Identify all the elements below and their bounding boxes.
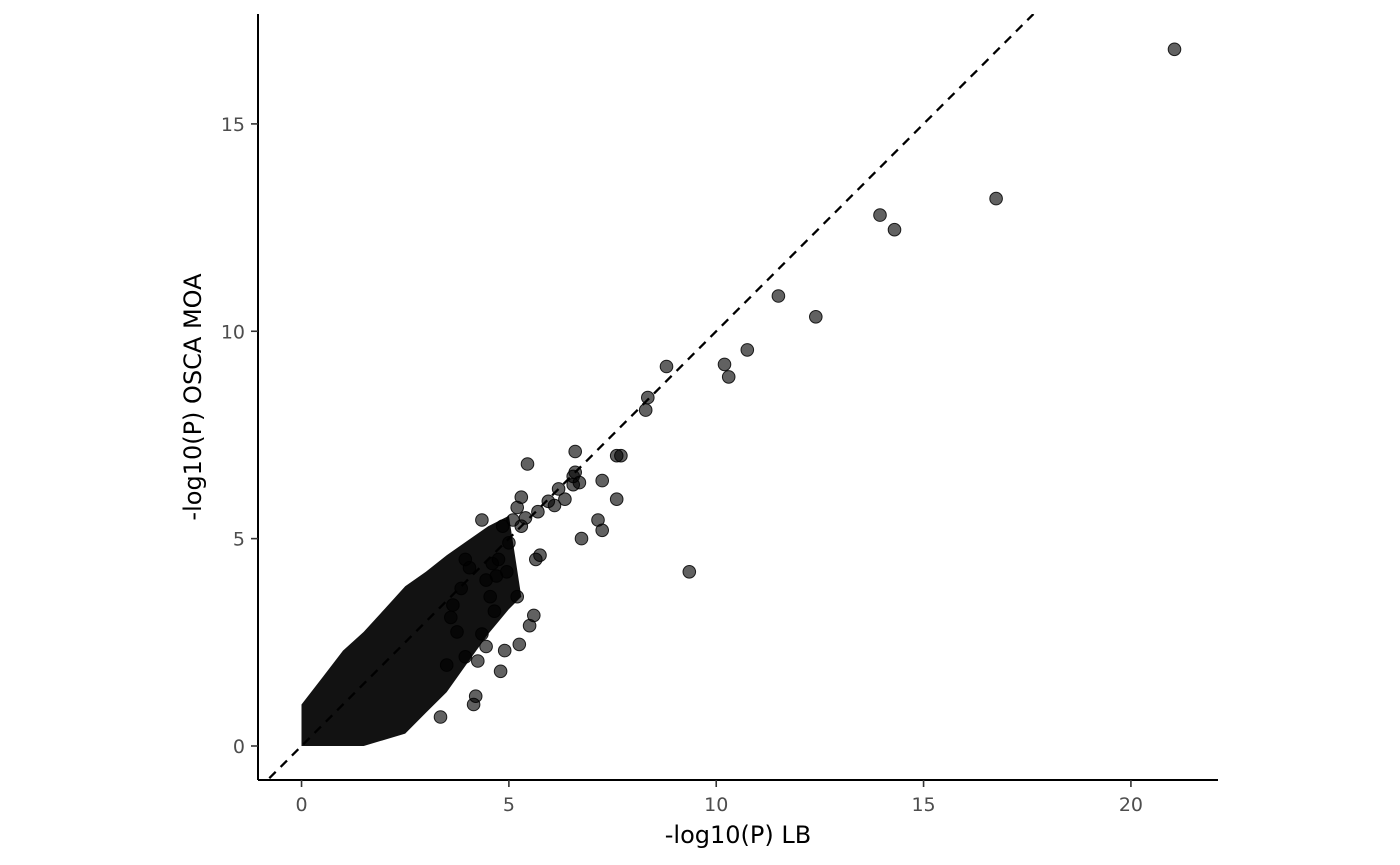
data-point bbox=[506, 513, 520, 527]
data-point bbox=[717, 357, 732, 372]
data-point bbox=[450, 625, 464, 639]
data-point bbox=[446, 598, 460, 612]
x-axis-ticks: 0 5 10 15 20 bbox=[295, 780, 1143, 816]
y-tick-label: 15 bbox=[221, 114, 245, 136]
data-point bbox=[497, 643, 512, 658]
data-point bbox=[512, 637, 527, 652]
data-point bbox=[873, 208, 887, 222]
y-tick-label: 0 bbox=[233, 736, 245, 758]
axes: 0 5 10 15 20 0 5 10 15 bbox=[221, 14, 1218, 816]
data-point bbox=[740, 343, 755, 357]
data-point bbox=[659, 359, 674, 374]
x-tick-label: 15 bbox=[911, 794, 935, 816]
data-point bbox=[609, 492, 624, 507]
y-tick-label: 5 bbox=[233, 529, 245, 551]
data-point bbox=[609, 448, 624, 463]
data-point bbox=[1167, 42, 1182, 57]
data-point bbox=[510, 500, 525, 515]
data-point bbox=[566, 469, 581, 484]
data-point bbox=[591, 513, 605, 527]
data-point bbox=[887, 222, 902, 237]
y-tick-label: 10 bbox=[221, 321, 245, 343]
data-point bbox=[771, 289, 786, 303]
data-point bbox=[721, 370, 736, 384]
plot-area bbox=[265, 14, 1182, 780]
data-point bbox=[531, 504, 545, 519]
data-point bbox=[558, 492, 572, 507]
y-axis-title: -log10(P) OSCA MOA bbox=[179, 273, 207, 521]
data-point bbox=[809, 310, 823, 324]
data-point bbox=[483, 589, 498, 604]
data-point bbox=[541, 494, 556, 509]
x-tick-label: 20 bbox=[1119, 794, 1143, 816]
x-axis-title: -log10(P) LB bbox=[665, 821, 811, 849]
identity-reference-line bbox=[265, 14, 1035, 780]
data-point bbox=[439, 658, 454, 672]
data-point bbox=[568, 444, 583, 459]
data-point bbox=[510, 589, 525, 604]
data-point bbox=[433, 710, 448, 724]
data-point bbox=[493, 664, 508, 679]
data-points bbox=[433, 42, 1182, 724]
data-point bbox=[444, 610, 458, 625]
data-point bbox=[471, 654, 485, 668]
point-cloud bbox=[301, 515, 522, 746]
data-point bbox=[485, 556, 500, 571]
data-point bbox=[574, 531, 589, 546]
x-tick-label: 10 bbox=[704, 794, 728, 816]
data-point bbox=[458, 650, 473, 664]
data-point bbox=[487, 604, 502, 619]
data-point bbox=[638, 403, 653, 417]
data-point bbox=[458, 552, 473, 567]
data-point bbox=[466, 697, 481, 712]
data-point bbox=[502, 536, 516, 550]
y-axis-ticks: 0 5 10 15 bbox=[221, 114, 258, 758]
x-tick-label: 0 bbox=[295, 794, 307, 816]
data-point bbox=[479, 573, 493, 587]
data-point bbox=[475, 513, 489, 527]
data-point bbox=[522, 618, 537, 633]
data-point bbox=[454, 581, 469, 596]
data-point bbox=[529, 552, 543, 567]
data-point bbox=[641, 390, 655, 405]
data-point bbox=[495, 519, 510, 534]
data-point bbox=[682, 565, 697, 579]
data-point bbox=[595, 473, 610, 488]
data-point bbox=[989, 191, 1003, 206]
data-point bbox=[479, 639, 493, 654]
data-point bbox=[475, 627, 489, 641]
x-tick-label: 5 bbox=[503, 794, 515, 816]
data-point bbox=[520, 457, 535, 471]
